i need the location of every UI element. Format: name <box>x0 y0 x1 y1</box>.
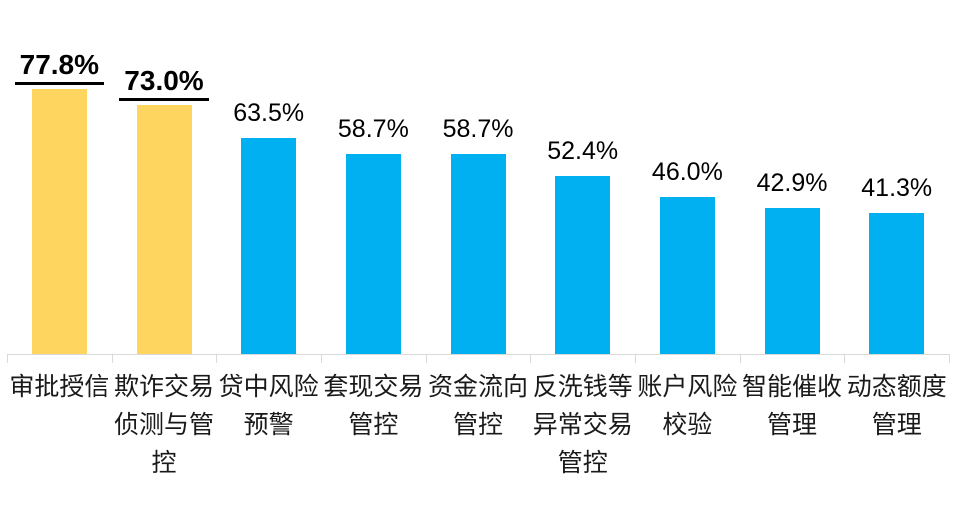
category-label: 贷中风险预警 <box>218 373 319 439</box>
bar <box>450 154 506 354</box>
category-label: 反洗钱等异常交易管控 <box>532 373 633 477</box>
bar-value-label: 41.3% <box>861 174 933 202</box>
bar <box>555 176 611 354</box>
bar-value-label: 42.9% <box>756 169 828 197</box>
category-label: 资金流向管控 <box>428 373 529 439</box>
bar-column: 41.3% <box>844 0 949 354</box>
axis-tick <box>635 354 636 363</box>
axis-tick <box>949 354 950 363</box>
bar-value-label: 52.4% <box>547 137 619 165</box>
bar-value-label: 58.7% <box>442 115 514 143</box>
bar-value-label: 58.7% <box>337 115 409 143</box>
bar <box>764 208 820 354</box>
bar <box>345 154 401 354</box>
category-label: 动态额度管理 <box>846 373 947 439</box>
category-label: 智能催收管理 <box>742 373 843 439</box>
x-axis-line <box>7 354 949 355</box>
bar-column: 46.0% <box>635 0 740 354</box>
axis-tick <box>112 354 113 363</box>
bar-value-label: 46.0% <box>651 158 723 186</box>
axis-tick <box>216 354 217 363</box>
bar <box>241 138 297 354</box>
bar-value-label: 77.8% <box>14 49 105 85</box>
bar <box>136 105 192 354</box>
bar-value-label: 73.0% <box>119 65 209 101</box>
axis-tick <box>530 354 531 363</box>
axis-tick <box>844 354 845 363</box>
bar <box>869 213 925 354</box>
bar-column: 42.9% <box>740 0 845 354</box>
bar-column: 63.5% <box>216 0 321 354</box>
bar-column: 58.7% <box>426 0 531 354</box>
axis-tick <box>426 354 427 363</box>
bar <box>31 89 87 354</box>
category-label: 欺诈交易侦测与管控 <box>114 373 215 477</box>
category-label: 账户风险校验 <box>637 373 738 439</box>
category-label: 套现交易管控 <box>323 373 424 439</box>
bar-column: 52.4% <box>530 0 635 354</box>
bar-column: 73.0% <box>112 0 217 354</box>
axis-tick <box>740 354 741 363</box>
axis-tick <box>7 354 8 363</box>
bar-column: 58.7% <box>321 0 426 354</box>
bar-column: 77.8% <box>7 0 112 354</box>
category-label: 审批授信 <box>9 373 110 401</box>
bar <box>659 197 715 354</box>
axis-tick <box>321 354 322 363</box>
plot-area: 77.8% 73.0% 63.5% 58.7% 58.7% 52.4% 46.0% 42.9%… <box>7 0 949 354</box>
bar-value-label: 63.5% <box>233 99 305 127</box>
category-axis-labels: 审批授信 欺诈交易侦测与管控 贷中风险预警 套现交易管控 资金流向管控 反洗钱等异常交易管… <box>7 368 949 482</box>
